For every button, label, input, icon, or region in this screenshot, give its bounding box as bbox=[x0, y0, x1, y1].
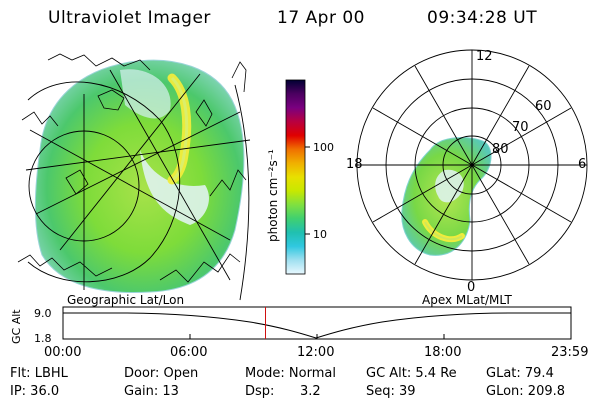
polar-spoke-ws bbox=[372, 164, 473, 223]
polar-label-lat-60: 60 bbox=[535, 99, 552, 114]
geographic-panel-label: Geographic Lat/Lon bbox=[67, 293, 185, 307]
status-gain: Gain: 13 bbox=[124, 384, 179, 399]
apex-panel-label: Apex MLat/MLT bbox=[422, 293, 512, 307]
polar-spoke-ne bbox=[471, 65, 530, 166]
geo-lat-circle-outer bbox=[27, 81, 181, 283]
polar-label-mlt-6: 6 bbox=[578, 157, 586, 172]
status-mode: Mode: Normal bbox=[245, 366, 336, 381]
timeline-x-tick-0600: 06:00 bbox=[170, 345, 208, 360]
color-bar-tick-label-100: 100 bbox=[313, 141, 334, 154]
timeline-x-tick-2359: 23:59 bbox=[551, 345, 589, 360]
apex-pale-patch bbox=[435, 169, 464, 203]
geo-aurora-image bbox=[34, 59, 245, 293]
polar-label-mlt-12: 12 bbox=[476, 49, 493, 64]
color-bar-scale bbox=[285, 79, 306, 275]
geo-grid bbox=[25, 69, 251, 301]
polar-label-lat-80: 80 bbox=[492, 142, 509, 157]
color-bar: 100 10 photon cm⁻²s⁻¹ bbox=[266, 79, 334, 275]
status-dsp-value: 3.2 bbox=[300, 384, 321, 399]
polar-spoke-es bbox=[471, 164, 572, 223]
polar-label-mlt-18: 18 bbox=[346, 157, 363, 172]
timeline-x-tick-0000: 00:00 bbox=[44, 345, 82, 360]
status-glon: GLon: 209.8 bbox=[486, 384, 566, 399]
timeline-axis-label: GC Alt bbox=[10, 309, 23, 344]
timeline-frame bbox=[62, 306, 572, 340]
altitude-curve bbox=[63, 312, 571, 339]
geographic-image bbox=[17, 53, 251, 301]
instrument-title: Ultraviolet Imager bbox=[48, 8, 211, 28]
polar-spoke-nw bbox=[414, 65, 473, 166]
polar-label-mlt-0: 0 bbox=[467, 280, 475, 295]
polar-spoke-sw bbox=[414, 164, 473, 265]
color-bar-unit-label: photon cm⁻²s⁻¹ bbox=[266, 149, 280, 242]
polar-spoke-wn bbox=[372, 107, 473, 166]
timeline-ticks bbox=[62, 334, 572, 339]
observation-date: 17 Apr 00 bbox=[277, 8, 365, 28]
observation-time: 09:34:28 UT bbox=[427, 8, 538, 28]
timeline-y-tick-max: 9.0 bbox=[34, 307, 52, 320]
polar-grid bbox=[356, 49, 588, 281]
status-glat: GLat: 79.4 bbox=[486, 366, 554, 381]
status-seq: Seq: 39 bbox=[366, 384, 416, 399]
geo-aurora-arc-outer bbox=[170, 76, 189, 182]
apex-polar-plot: 12 18 6 0 60 70 80 bbox=[346, 49, 588, 295]
geo-pale-patch bbox=[140, 150, 210, 225]
apex-aurora-arc-outer bbox=[424, 221, 463, 241]
timeline-x-tick-1800: 18:00 bbox=[424, 345, 462, 360]
timeline-x-tick-1200: 12:00 bbox=[297, 345, 335, 360]
status-ip: IP: 36.0 bbox=[10, 384, 60, 399]
polar-label-lat-70: 70 bbox=[512, 120, 529, 135]
geo-pale-patch-upper bbox=[120, 69, 171, 119]
altitude-timeline: GC Alt 9.0 1.8 bbox=[10, 306, 572, 345]
status-dsp-label: Dsp: bbox=[245, 384, 275, 399]
status-door: Door: Open bbox=[124, 366, 199, 381]
timeline-y-tick-min: 1.8 bbox=[34, 332, 52, 345]
status-filter: Flt: LBHL bbox=[10, 366, 68, 381]
status-gc-alt: GC Alt: 5.4 Re bbox=[366, 366, 457, 381]
polar-spoke-se bbox=[471, 164, 530, 265]
color-bar-tick-label-10: 10 bbox=[313, 228, 327, 241]
coastlines bbox=[17, 53, 247, 283]
polar-spoke-en bbox=[471, 107, 572, 166]
